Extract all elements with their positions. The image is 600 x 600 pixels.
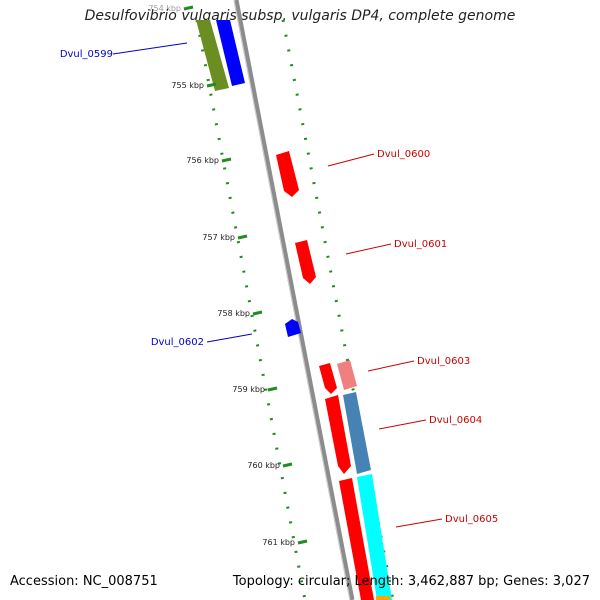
tick-label: 754 kbp [148,4,181,13]
gene-label-dvul-0602[interactable]: Dvul_0602 [151,337,204,348]
forward-cds-dvul-0605[interactable] [339,478,374,600]
orange-feature[interactable] [376,596,390,600]
gene-label-group: Dvul_0599 Dvul_0600 Dvul_0601 Dvul_0602 Dvul… [60,42,498,528]
rna-feature-dvul-0603[interactable] [337,360,357,390]
olive-feature[interactable] [196,20,229,91]
gene-label-line [378,419,427,430]
gene-label-dvul-0605[interactable]: Dvul_0605 [445,514,498,525]
gene-label-dvul-0601[interactable]: Dvul_0601 [394,239,447,250]
genome-stats-label: Topology: circular; Length: 3,462,887 bp… [232,574,590,589]
tick-mark [267,386,278,392]
tick-mark [282,462,293,468]
forward-cds-dvul-0600[interactable] [276,151,299,197]
gene-label-dvul-0600[interactable]: Dvul_0600 [377,149,430,160]
tick-mark [221,157,232,163]
tick-group: 754 kbp 755 kbp 756 kbp 757 kbp 758 kbp 759 k… [148,4,308,547]
gene-label-line [327,153,375,167]
tick-label: 759 kbp [232,385,265,394]
forward-cds-dvul-0603[interactable] [319,363,337,394]
tick-mark [297,539,308,545]
cyan-feature-dvul-0605[interactable] [357,474,392,600]
forward-cds-dvul-0601[interactable] [295,240,316,284]
tick-mark [237,234,248,240]
tick-label: 760 kbp [247,461,280,470]
gene-label-line [395,518,443,528]
forward-cds-dvul-0604[interactable] [325,395,351,474]
accession-label: Accession: NC_008751 [10,574,158,589]
tick-label: 756 kbp [186,156,219,165]
map-title: Desulfovibrio vulgaris subsp. vulgaris D… [84,8,516,24]
gc-track-left [195,19,307,600]
tick-label: 755 kbp [171,81,204,90]
tick-label: 761 kbp [262,538,295,547]
gene-label-dvul-0604[interactable]: Dvul_0604 [429,415,482,426]
tick-label: 758 kbp [217,309,250,318]
genome-backbone [233,0,355,600]
gene-label-line [367,360,415,372]
gene-label-line [206,333,253,343]
reverse-cds-dvul-0602[interactable] [285,319,301,337]
tick-mark [252,310,263,316]
tick-mark [183,5,194,11]
gene-label-dvul-0603[interactable]: Dvul_0603 [417,356,470,367]
gene-label-line [112,42,188,55]
gene-label-dvul-0599[interactable]: Dvul_0599 [60,49,113,60]
gene-label-line [345,243,392,255]
tick-label: 757 kbp [202,233,235,242]
tick-mark [206,82,217,88]
genome-backbone-highlight [233,0,351,600]
reverse-cds-dvul-0599[interactable] [216,20,245,86]
steel-feature-dvul-0604[interactable] [343,392,371,474]
